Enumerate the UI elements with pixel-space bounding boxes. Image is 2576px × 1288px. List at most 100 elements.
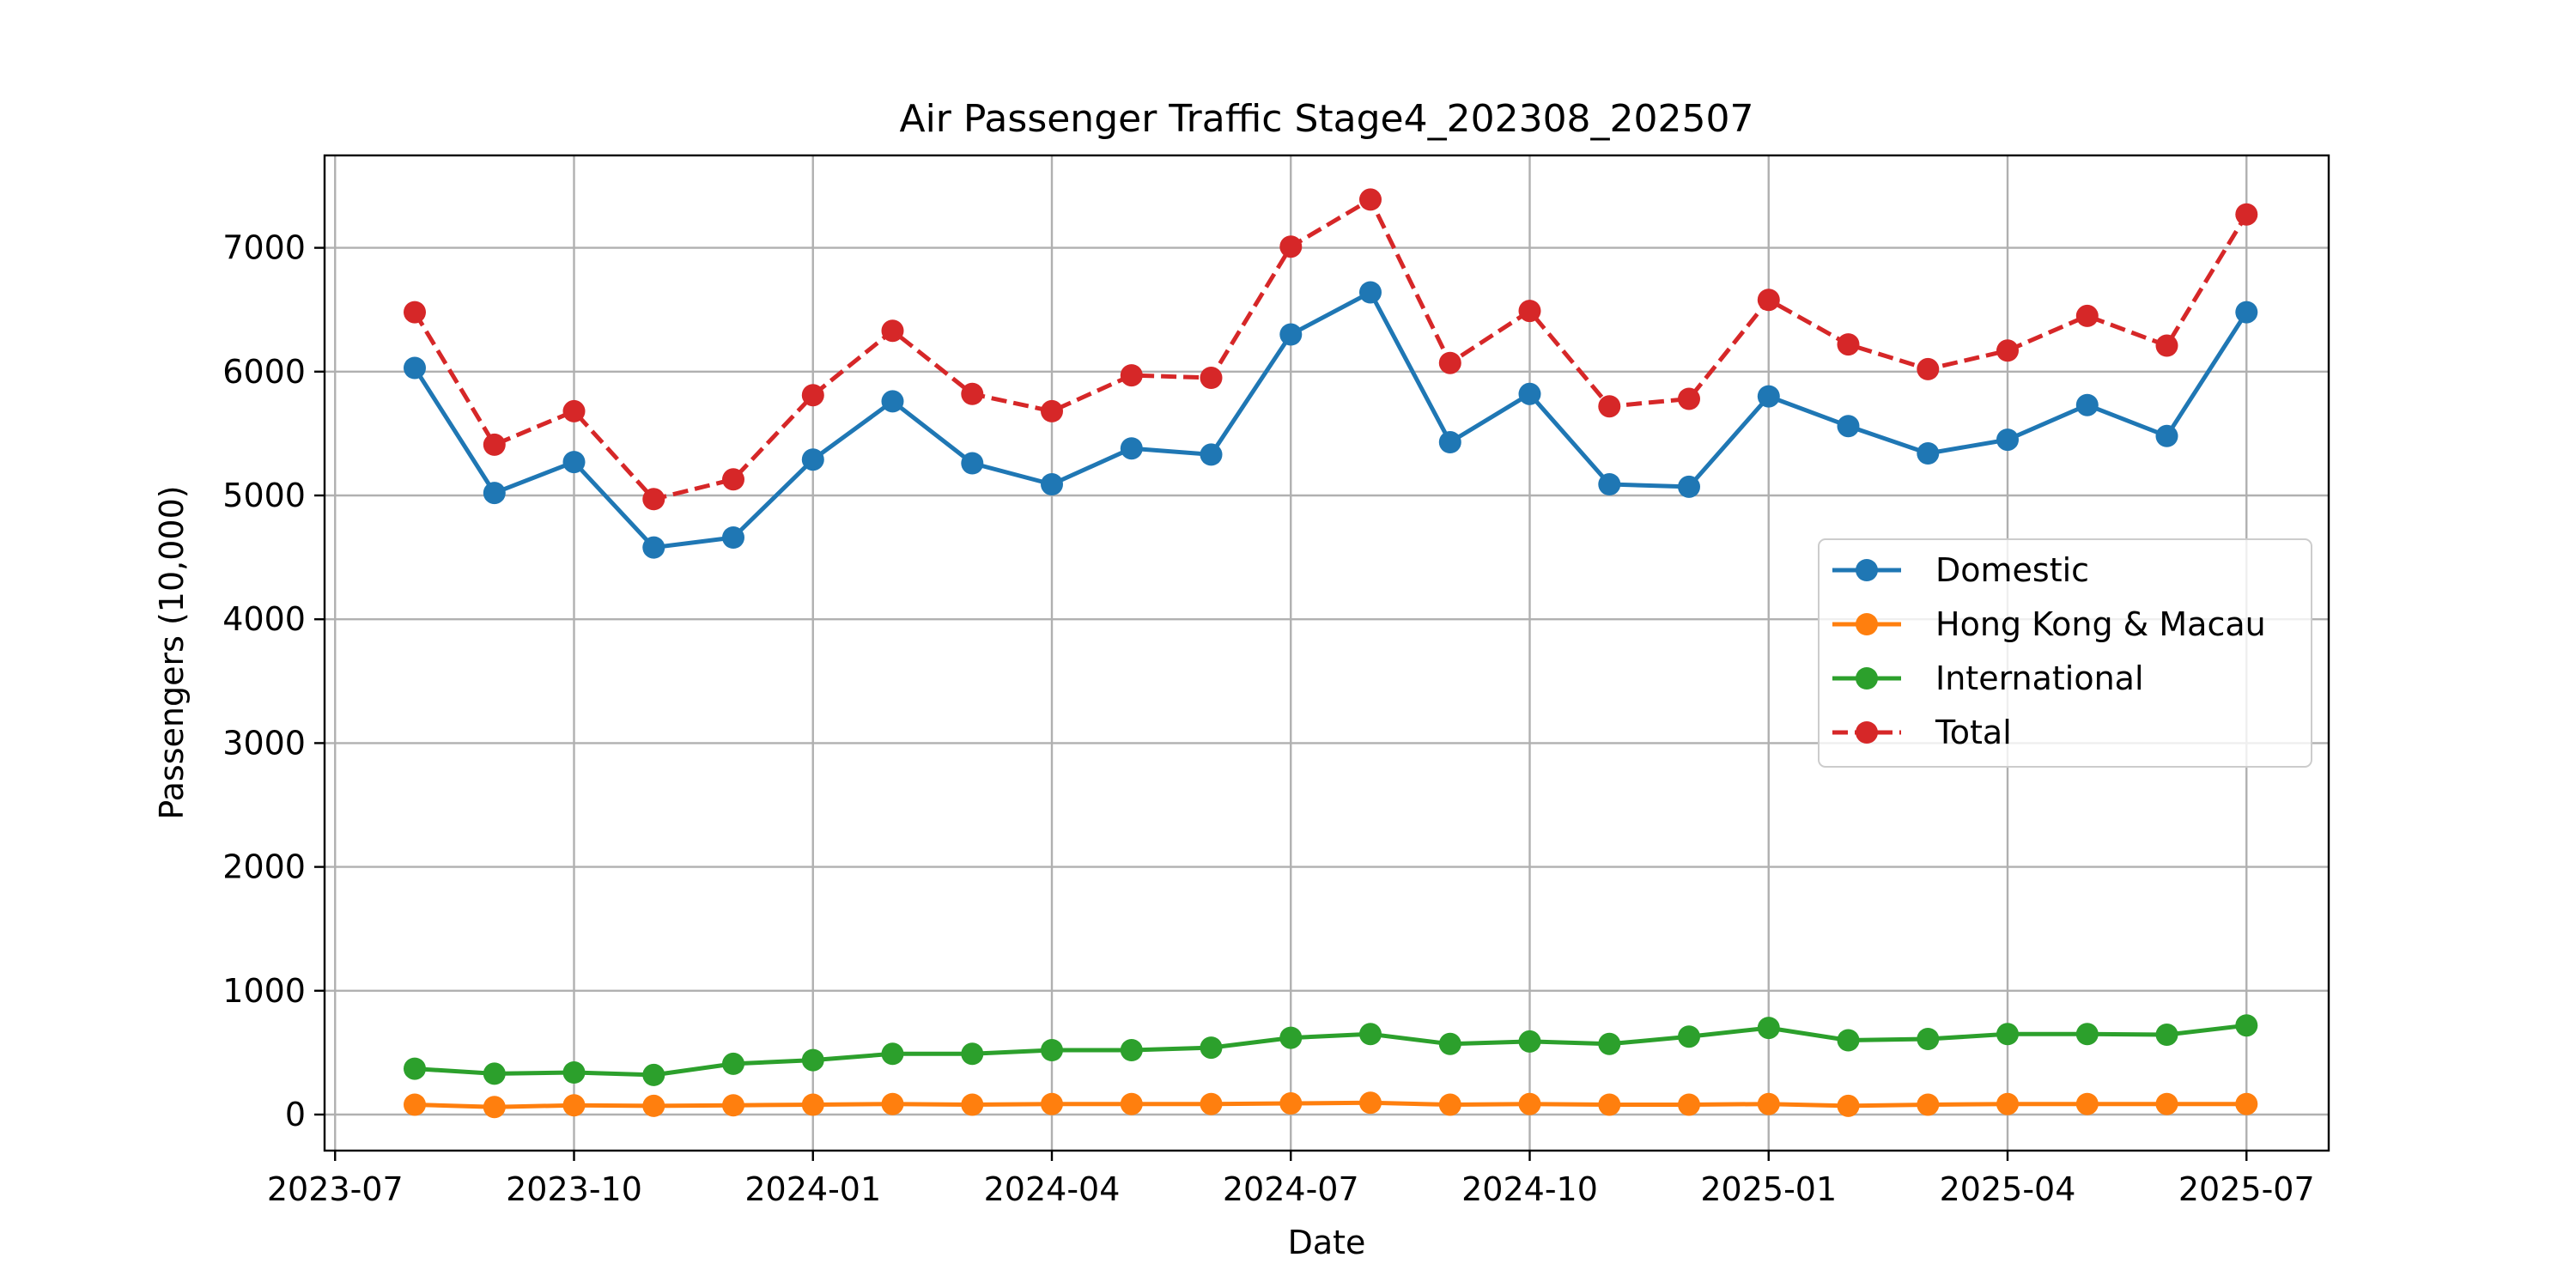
data-point-hong-kong-macau xyxy=(1837,1094,1860,1117)
legend-label: Hong Kong & Macau xyxy=(1935,605,2266,643)
data-point-hong-kong-macau xyxy=(1678,1093,1700,1116)
data-point-international xyxy=(562,1061,586,1084)
data-point-hong-kong-macau xyxy=(1120,1092,1143,1115)
data-point-international xyxy=(1200,1036,1223,1060)
data-point-hong-kong-macau xyxy=(881,1092,904,1115)
data-point-hong-kong-macau xyxy=(961,1093,984,1116)
data-point-hong-kong-macau xyxy=(562,1094,586,1117)
data-point-domestic xyxy=(1598,473,1621,495)
data-point-domestic xyxy=(2155,424,2178,447)
x-tick-label: 2024-04 xyxy=(984,1170,1121,1208)
data-point-international xyxy=(1359,1023,1382,1046)
data-point-international xyxy=(2155,1024,2178,1046)
data-point-total xyxy=(1598,395,1621,418)
data-point-domestic xyxy=(1279,323,1303,346)
data-point-total xyxy=(1917,357,1940,380)
x-tick-label: 2025-07 xyxy=(2178,1170,2315,1208)
chart-title: Air Passenger Traffic Stage4_202308_2025… xyxy=(899,97,1753,141)
y-axis-label: Passengers (10,000) xyxy=(153,485,191,819)
series-line-total xyxy=(412,197,2249,501)
data-point-international xyxy=(2075,1023,2099,1046)
data-point-total xyxy=(642,488,665,511)
data-point-international xyxy=(1757,1017,1780,1040)
legend-marker xyxy=(1856,721,1878,744)
data-point-hong-kong-macau xyxy=(801,1093,824,1116)
data-point-total xyxy=(1678,387,1700,410)
data-point-hong-kong-macau xyxy=(1996,1092,2019,1115)
data-point-hong-kong-macau xyxy=(722,1094,744,1117)
x-tick-label: 2025-04 xyxy=(1940,1170,2076,1208)
data-point-international xyxy=(1518,1030,1541,1053)
x-tick-label: 2023-10 xyxy=(506,1170,642,1208)
series-layer xyxy=(404,188,2258,1119)
data-point-international xyxy=(642,1063,665,1086)
data-point-domestic xyxy=(1041,473,1063,495)
legend-marker xyxy=(1856,559,1878,581)
data-point-hong-kong-macau xyxy=(483,1096,506,1119)
series-line-international xyxy=(414,1023,2247,1078)
data-point-domestic xyxy=(1120,437,1143,460)
data-point-total xyxy=(1438,351,1461,374)
data-point-domestic xyxy=(1678,475,1700,498)
legend-marker xyxy=(1856,613,1878,635)
data-point-total xyxy=(801,384,824,407)
y-tick-label: 5000 xyxy=(222,477,306,514)
y-tick-label: 6000 xyxy=(222,353,306,391)
series-line-domestic xyxy=(412,290,2249,550)
data-point-hong-kong-macau xyxy=(642,1094,665,1117)
legend-label: International xyxy=(1935,659,2144,697)
data-point-international xyxy=(1917,1028,1940,1050)
y-tick-label: 3000 xyxy=(222,724,306,762)
data-point-international xyxy=(1837,1029,1860,1052)
y-axis: 0 1000 2000 3000 4000 5000 6000 7000 xyxy=(222,229,325,1133)
legend-label: Domestic xyxy=(1935,551,2089,589)
data-point-hong-kong-macau xyxy=(1518,1092,1541,1115)
x-tick-label: 2024-07 xyxy=(1223,1170,1359,1208)
data-point-total xyxy=(2235,203,2258,226)
data-point-international xyxy=(1598,1032,1621,1055)
data-point-hong-kong-macau xyxy=(2075,1092,2099,1115)
y-tick-label: 1000 xyxy=(222,972,306,1010)
x-tick-label: 2024-01 xyxy=(744,1170,881,1208)
data-point-hong-kong-macau xyxy=(1359,1091,1382,1115)
data-point-international xyxy=(483,1062,506,1085)
data-point-domestic xyxy=(961,452,984,475)
data-point-international xyxy=(961,1042,984,1066)
data-point-hong-kong-macau xyxy=(1279,1092,1303,1115)
data-point-international xyxy=(404,1057,426,1080)
x-axis: 2023-07 2023-10 2024-01 2024-04 2024-07 2024-… xyxy=(267,1151,2315,1208)
data-point-total xyxy=(1120,364,1143,387)
data-point-domestic xyxy=(2235,301,2258,324)
data-point-hong-kong-macau xyxy=(2235,1092,2258,1115)
data-point-international xyxy=(1279,1026,1303,1049)
legend-marker xyxy=(1856,667,1878,690)
data-point-domestic xyxy=(801,448,824,471)
y-tick-label: 2000 xyxy=(222,848,306,886)
data-point-total xyxy=(1359,188,1382,211)
data-point-total xyxy=(562,399,586,422)
data-point-total xyxy=(1757,289,1780,312)
data-point-domestic xyxy=(1996,428,2019,452)
data-point-total xyxy=(1200,367,1223,389)
data-point-domestic xyxy=(1757,385,1780,408)
data-point-total xyxy=(961,382,984,405)
x-tick-label: 2024-10 xyxy=(1461,1170,1598,1208)
x-axis-label: Date xyxy=(1288,1224,1366,1261)
data-point-domestic xyxy=(722,526,744,549)
y-tick-label: 0 xyxy=(285,1096,306,1133)
legend-frame xyxy=(1818,538,2312,768)
data-point-total xyxy=(2155,334,2178,357)
data-point-international xyxy=(1678,1025,1700,1048)
data-point-domestic xyxy=(1359,281,1382,304)
x-tick-label: 2025-01 xyxy=(1700,1170,1837,1208)
data-point-total xyxy=(1041,399,1063,422)
data-point-hong-kong-macau xyxy=(1041,1092,1063,1115)
data-point-domestic xyxy=(562,451,586,474)
data-point-international xyxy=(722,1052,744,1075)
data-point-total xyxy=(1996,339,2019,362)
data-point-domestic xyxy=(881,390,904,413)
data-point-hong-kong-macau xyxy=(404,1093,426,1116)
data-point-domestic xyxy=(483,482,506,505)
data-point-hong-kong-macau xyxy=(1200,1092,1223,1115)
